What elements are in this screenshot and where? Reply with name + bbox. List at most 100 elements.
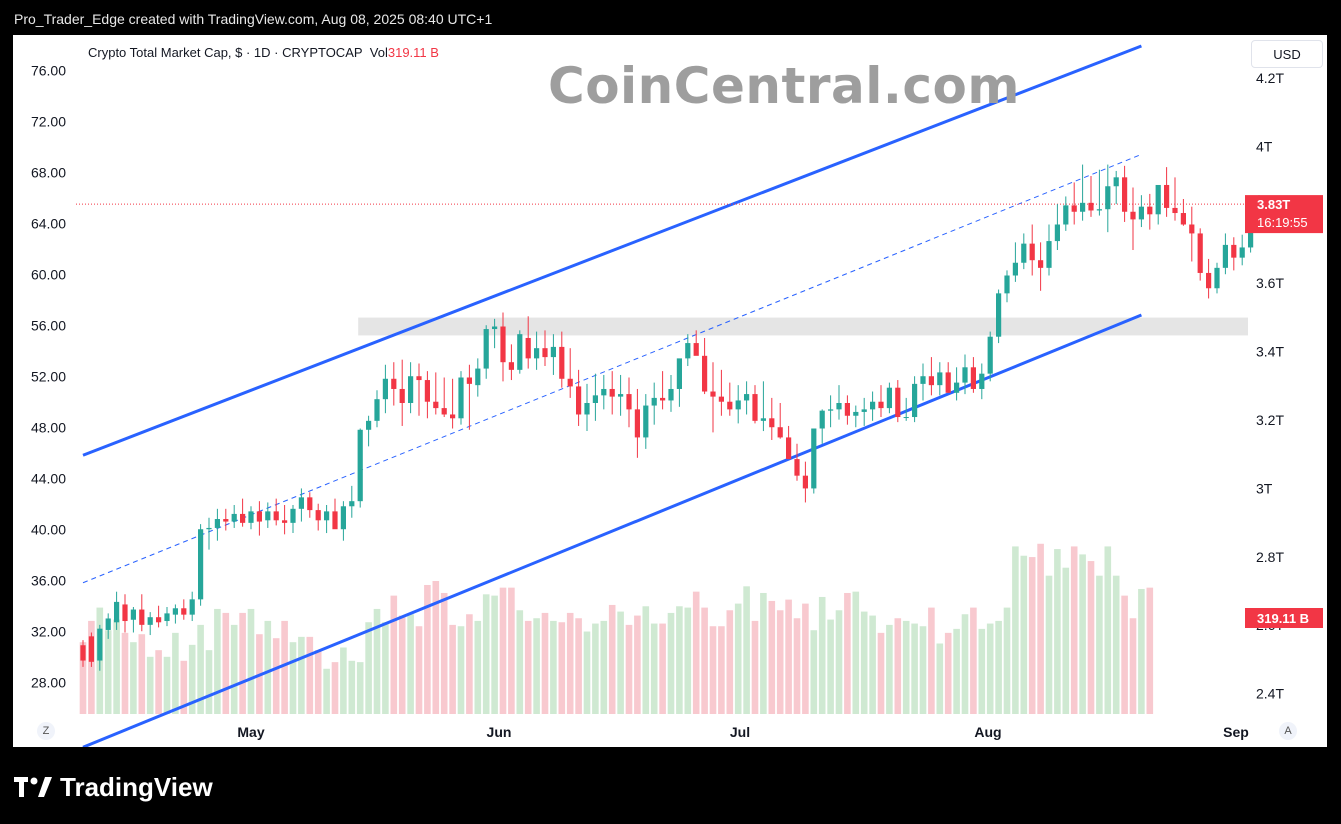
candle[interactable] bbox=[970, 357, 976, 393]
candle[interactable] bbox=[718, 369, 724, 416]
tradingview-logo[interactable]: TradingView bbox=[14, 770, 213, 804]
candle[interactable] bbox=[324, 505, 330, 534]
candle[interactable] bbox=[147, 612, 153, 636]
candle[interactable] bbox=[80, 640, 86, 667]
candle[interactable] bbox=[1071, 182, 1077, 225]
auto-scale-z-button[interactable]: Z bbox=[37, 722, 55, 740]
candle[interactable] bbox=[525, 316, 531, 369]
resistance-zone[interactable] bbox=[358, 317, 1248, 336]
candle[interactable] bbox=[903, 397, 909, 421]
candle[interactable] bbox=[130, 607, 136, 633]
candle[interactable] bbox=[198, 524, 204, 606]
candle[interactable] bbox=[844, 395, 850, 425]
candle[interactable] bbox=[139, 594, 145, 632]
candle[interactable] bbox=[643, 394, 649, 449]
candle[interactable] bbox=[315, 503, 321, 531]
candle[interactable] bbox=[727, 382, 733, 416]
candle[interactable] bbox=[172, 604, 178, 624]
candle[interactable] bbox=[1021, 233, 1027, 270]
currency-button[interactable]: USD bbox=[1251, 40, 1323, 68]
candle[interactable] bbox=[282, 505, 288, 535]
candle[interactable] bbox=[122, 594, 128, 633]
candle[interactable] bbox=[340, 501, 346, 541]
candle[interactable] bbox=[534, 331, 540, 370]
candle[interactable] bbox=[794, 443, 800, 481]
candle[interactable] bbox=[181, 599, 187, 620]
candle[interactable] bbox=[853, 405, 859, 428]
candle[interactable] bbox=[1147, 193, 1153, 230]
candle[interactable] bbox=[433, 372, 439, 415]
candle[interactable] bbox=[912, 376, 918, 423]
candle[interactable] bbox=[760, 381, 766, 432]
candle[interactable] bbox=[861, 397, 867, 426]
candle[interactable] bbox=[1063, 196, 1069, 231]
candle[interactable] bbox=[559, 331, 565, 388]
candle[interactable] bbox=[836, 385, 842, 420]
candle[interactable] bbox=[231, 505, 237, 528]
candle[interactable] bbox=[105, 613, 111, 639]
candle[interactable] bbox=[391, 362, 397, 406]
candle[interactable] bbox=[634, 388, 640, 458]
candle[interactable] bbox=[88, 632, 94, 667]
candle[interactable] bbox=[1239, 234, 1245, 266]
candle[interactable] bbox=[1155, 184, 1161, 225]
candle[interactable] bbox=[676, 358, 682, 407]
candle[interactable] bbox=[1096, 169, 1102, 216]
candle[interactable] bbox=[811, 428, 817, 494]
candle[interactable] bbox=[668, 374, 674, 412]
candle[interactable] bbox=[777, 403, 783, 439]
candle[interactable] bbox=[214, 508, 220, 541]
candle[interactable] bbox=[735, 385, 741, 424]
candle[interactable] bbox=[357, 428, 363, 508]
candle[interactable] bbox=[466, 364, 472, 430]
candle[interactable] bbox=[710, 362, 716, 433]
candle[interactable] bbox=[828, 395, 834, 428]
candle[interactable] bbox=[1206, 258, 1212, 299]
candle[interactable] bbox=[1197, 228, 1203, 281]
candle[interactable] bbox=[1130, 187, 1136, 250]
candle[interactable] bbox=[1004, 270, 1010, 303]
candle[interactable] bbox=[626, 377, 632, 428]
candle[interactable] bbox=[248, 506, 254, 530]
candle[interactable] bbox=[475, 358, 481, 397]
candle[interactable] bbox=[954, 367, 960, 401]
candle[interactable] bbox=[332, 498, 338, 530]
candle[interactable] bbox=[416, 363, 422, 416]
candle[interactable] bbox=[1214, 262, 1220, 294]
candle[interactable] bbox=[752, 385, 758, 424]
candle[interactable] bbox=[786, 425, 792, 460]
candle[interactable] bbox=[962, 354, 968, 395]
candle[interactable] bbox=[508, 344, 514, 381]
candle[interactable] bbox=[1222, 233, 1228, 275]
candle[interactable] bbox=[886, 382, 892, 414]
candle[interactable] bbox=[450, 378, 456, 429]
candle[interactable] bbox=[1012, 242, 1018, 282]
candle[interactable] bbox=[1164, 167, 1170, 217]
candle[interactable] bbox=[265, 502, 271, 528]
candle[interactable] bbox=[702, 337, 708, 395]
candle[interactable] bbox=[1029, 224, 1035, 276]
candle[interactable] bbox=[1038, 242, 1044, 291]
candle[interactable] bbox=[492, 318, 498, 349]
candle[interactable] bbox=[1189, 206, 1195, 262]
candle[interactable] bbox=[928, 357, 934, 396]
candle[interactable] bbox=[618, 374, 624, 416]
candle[interactable] bbox=[349, 485, 355, 518]
candle[interactable] bbox=[996, 289, 1002, 344]
candle[interactable] bbox=[937, 362, 943, 396]
candle[interactable] bbox=[206, 517, 212, 550]
candle[interactable] bbox=[878, 385, 884, 418]
candle[interactable] bbox=[1105, 164, 1111, 233]
candle[interactable] bbox=[542, 330, 548, 367]
candle[interactable] bbox=[1231, 237, 1237, 271]
candle[interactable] bbox=[685, 334, 691, 367]
candle[interactable] bbox=[458, 371, 464, 425]
candle[interactable] bbox=[517, 330, 523, 374]
candle[interactable] bbox=[408, 362, 414, 414]
candle[interactable] bbox=[441, 377, 447, 418]
candle[interactable] bbox=[223, 508, 229, 531]
candle[interactable] bbox=[576, 369, 582, 426]
candle[interactable] bbox=[895, 380, 901, 423]
channel-upper-line[interactable] bbox=[82, 44, 1142, 457]
candle[interactable] bbox=[584, 383, 590, 432]
